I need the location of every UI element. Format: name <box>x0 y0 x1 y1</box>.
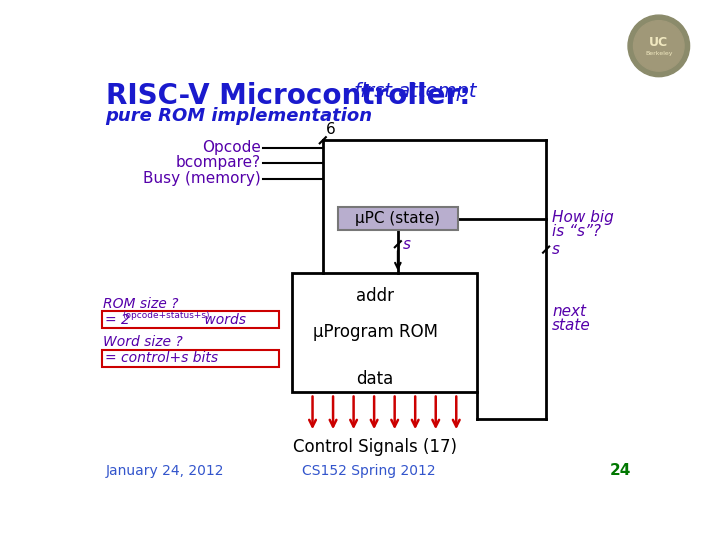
Text: addr: addr <box>356 287 394 305</box>
Bar <box>338 207 457 231</box>
Text: s: s <box>552 242 560 257</box>
Text: How big: How big <box>552 210 614 225</box>
Text: pure ROM implementation: pure ROM implementation <box>106 107 373 125</box>
Text: Opcode: Opcode <box>202 140 261 156</box>
Circle shape <box>634 21 684 71</box>
Text: Word size ?: Word size ? <box>104 335 183 349</box>
Text: = 2: = 2 <box>105 313 130 327</box>
Bar <box>292 273 477 392</box>
Text: 6: 6 <box>326 122 336 137</box>
Text: words: words <box>200 313 246 327</box>
Text: next: next <box>552 303 586 319</box>
Text: Control Signals (17): Control Signals (17) <box>293 438 457 456</box>
Text: is “s”?: is “s”? <box>552 224 601 239</box>
Text: Busy (memory): Busy (memory) <box>143 171 261 186</box>
Text: = control+s bits: = control+s bits <box>105 351 218 365</box>
Text: Berkeley: Berkeley <box>645 51 672 57</box>
Text: bcompare?: bcompare? <box>176 155 261 170</box>
Text: January 24, 2012: January 24, 2012 <box>106 463 224 477</box>
Text: μPC (state): μPC (state) <box>356 211 441 226</box>
Bar <box>102 350 279 367</box>
Text: s: s <box>402 238 410 253</box>
Text: (opcode+status+s): (opcode+status+s) <box>122 312 210 320</box>
Text: ROM size ?: ROM size ? <box>104 296 179 310</box>
Text: UC: UC <box>649 36 668 49</box>
Text: CS152 Spring 2012: CS152 Spring 2012 <box>302 463 436 477</box>
Circle shape <box>628 15 690 77</box>
Text: μProgram ROM: μProgram ROM <box>312 323 438 341</box>
Text: state: state <box>552 318 591 333</box>
Text: first attempt: first attempt <box>354 82 476 101</box>
Text: data: data <box>356 370 394 388</box>
Bar <box>102 311 279 328</box>
Text: RISC-V Microcontroller:: RISC-V Microcontroller: <box>106 82 470 110</box>
Text: 24: 24 <box>609 463 631 478</box>
